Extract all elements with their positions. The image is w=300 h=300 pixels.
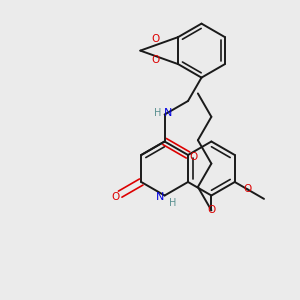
Text: N: N xyxy=(155,191,164,202)
Text: O: O xyxy=(151,56,159,65)
Text: H: H xyxy=(169,199,176,208)
Text: O: O xyxy=(244,184,252,194)
Text: H: H xyxy=(154,107,161,118)
Text: N: N xyxy=(164,107,172,118)
Text: O: O xyxy=(151,34,159,44)
Text: O: O xyxy=(112,192,120,202)
Text: O: O xyxy=(207,205,215,215)
Text: O: O xyxy=(190,152,198,162)
